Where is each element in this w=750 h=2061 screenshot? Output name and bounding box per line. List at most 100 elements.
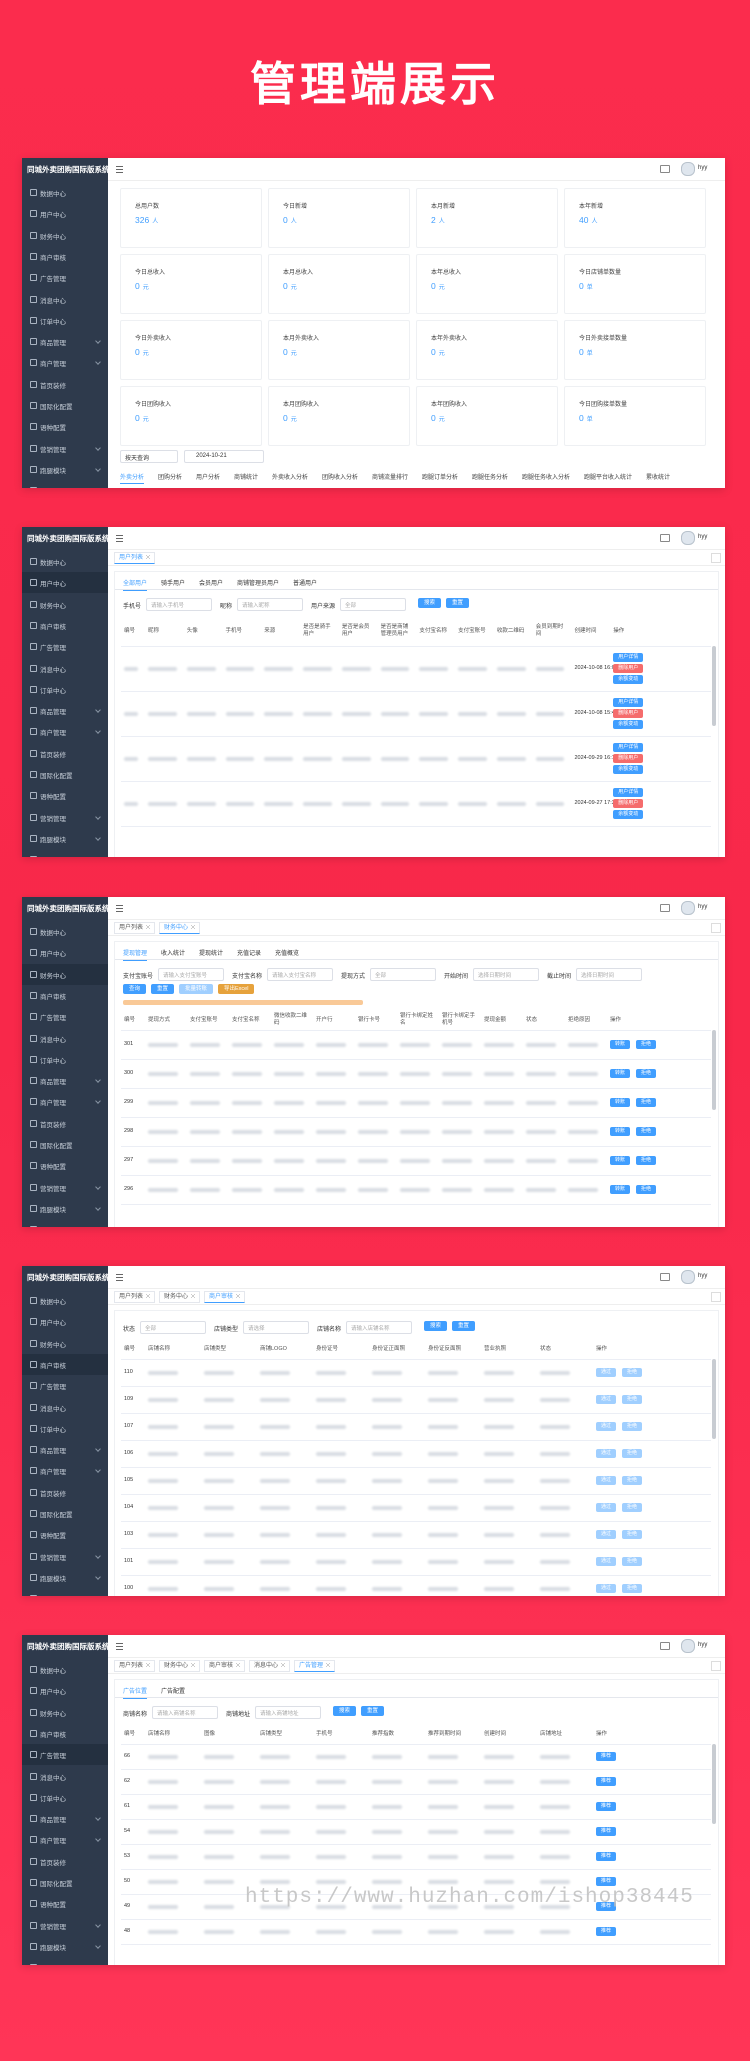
button[interactable]: 导出Excel: [218, 984, 255, 994]
sub-tab[interactable]: 提现统计: [199, 951, 224, 957]
analysis-tab[interactable]: 跑腿平台收入统计: [584, 475, 633, 481]
menu-item[interactable]: 商户审核: [22, 1353, 108, 1375]
analysis-tab[interactable]: 外卖收入分析: [272, 475, 309, 481]
tab-close[interactable]: [191, 1294, 196, 1298]
menu-item[interactable]: 营销管理: [22, 807, 108, 828]
menu-item[interactable]: 首页装修: [22, 374, 108, 395]
row-action-button[interactable]: 通过: [596, 1583, 617, 1593]
tab-close[interactable]: [146, 555, 151, 559]
row-action-button[interactable]: 删除用户: [613, 663, 644, 673]
menu-item[interactable]: 用户中心: [22, 572, 108, 594]
filter-input[interactable]: 选择日期时间: [576, 968, 642, 981]
row-action-button[interactable]: 推荐: [596, 1901, 617, 1911]
row-action-button[interactable]: 拒绝: [636, 1068, 657, 1078]
menu-item[interactable]: 商户审核: [22, 246, 108, 267]
menu-item[interactable]: 消息中心: [22, 1766, 108, 1787]
filter-input[interactable]: 请输入昵称: [237, 598, 303, 611]
menu-item[interactable]: 商户管理: [22, 1091, 108, 1112]
menu-item[interactable]: 商品管理: [22, 1439, 108, 1460]
sub-tab[interactable]: 骑手用户: [161, 581, 186, 587]
row-action-button[interactable]: 余额变动: [613, 674, 644, 684]
menu-item[interactable]: 国际化配置: [22, 1503, 108, 1524]
row-action-button[interactable]: 推荐: [596, 1926, 617, 1936]
message-icon[interactable]: [660, 1273, 670, 1281]
row-action-button[interactable]: 推荐: [596, 1851, 617, 1861]
menu-item[interactable]: 跑腿模块: [22, 828, 108, 849]
row-action-button[interactable]: 拒绝: [636, 1097, 657, 1107]
row-action-button[interactable]: 删除用户: [613, 708, 644, 718]
menu-item[interactable]: 消息中心: [22, 289, 108, 310]
tab-close[interactable]: [146, 1663, 151, 1667]
row-action-button[interactable]: 拒绝: [636, 1184, 657, 1194]
menu-item[interactable]: 商户审核: [22, 1723, 108, 1744]
row-action-button[interactable]: 推荐: [596, 1801, 617, 1811]
open-tab[interactable]: 商户审核: [204, 1291, 246, 1303]
button[interactable]: 重置: [151, 984, 175, 994]
button[interactable]: 搜索: [333, 1706, 357, 1716]
menu-item[interactable]: 消息中心: [22, 1028, 108, 1049]
row-action-button[interactable]: 拒绝: [636, 1039, 657, 1049]
open-tab[interactable]: 消息中心: [249, 1660, 291, 1672]
analysis-tab[interactable]: 累收统计: [646, 475, 671, 481]
button[interactable]: 搜索: [424, 1321, 448, 1331]
row-action-button[interactable]: 拒绝: [622, 1583, 643, 1593]
menu-item[interactable]: 首页装修: [22, 743, 108, 764]
menu-item[interactable]: 首页装修: [22, 1851, 108, 1872]
menu-item[interactable]: 跑腿模块: [22, 1198, 108, 1219]
row-action-button[interactable]: 拒绝: [636, 1126, 657, 1136]
menu-item[interactable]: 数据中心: [22, 1290, 108, 1311]
filter-input[interactable]: 全部: [340, 598, 406, 611]
menu-item[interactable]: 语种配置: [22, 416, 108, 437]
menu-item[interactable]: 订单中心: [22, 310, 108, 331]
row-action-button[interactable]: 转账: [610, 1155, 631, 1165]
menu-item[interactable]: 商品管理: [22, 1070, 108, 1091]
menu-item[interactable]: 用户中心: [22, 1680, 108, 1701]
open-tab[interactable]: 用户列表: [114, 1660, 156, 1672]
menu-item[interactable]: 营销管理: [22, 1915, 108, 1936]
button[interactable]: 搜索: [418, 598, 442, 608]
menu-item[interactable]: 订单中心: [22, 679, 108, 700]
menu-item[interactable]: 数据中心: [22, 1659, 108, 1680]
row-action-button[interactable]: 转账: [610, 1097, 631, 1107]
menu-item[interactable]: 订单中心: [22, 1787, 108, 1808]
tab-close[interactable]: [191, 1663, 196, 1667]
menu-item[interactable]: 订单中心: [22, 1418, 108, 1439]
mode-select[interactable]: 按天查询: [120, 450, 178, 463]
avatar[interactable]: [681, 901, 695, 915]
row-action-button[interactable]: 余额变动: [613, 764, 644, 774]
menu-item[interactable]: 数据中心: [22, 921, 108, 942]
filter-input[interactable]: 请输入商铺名称: [152, 1706, 218, 1719]
menu-item[interactable]: 用户中心: [22, 942, 108, 963]
tab-close[interactable]: [146, 925, 151, 929]
row-action-button[interactable]: 通过: [596, 1502, 617, 1512]
menu-item[interactable]: 商品管理: [22, 331, 108, 352]
menu-item[interactable]: 营销管理: [22, 1546, 108, 1567]
row-action-button[interactable]: 通过: [596, 1556, 617, 1566]
menu-item[interactable]: 语种配置: [22, 1155, 108, 1176]
menu-item[interactable]: 财务中心: [22, 1702, 108, 1723]
menu-item[interactable]: 安全中心: [22, 1588, 108, 1596]
tab-close[interactable]: [191, 925, 196, 929]
row-action-button[interactable]: 转账: [610, 1039, 631, 1049]
row-action-button[interactable]: 转账: [610, 1126, 631, 1136]
open-tab[interactable]: 用户列表: [114, 922, 156, 934]
analysis-tab[interactable]: 外卖分析: [120, 472, 145, 484]
menu-item[interactable]: 财务中心: [22, 225, 108, 246]
filter-input[interactable]: 请输入手机号: [146, 598, 212, 611]
analysis-tab[interactable]: 跑腿任务收入分析: [522, 475, 571, 481]
row-action-button[interactable]: 推荐: [596, 1826, 617, 1836]
sub-tab[interactable]: 充值概览: [275, 951, 300, 957]
open-tab[interactable]: 财务中心: [159, 1660, 201, 1672]
filter-input[interactable]: 请输入支付宝名称: [267, 968, 333, 981]
menu-item[interactable]: 国际化配置: [22, 1872, 108, 1893]
menu-item[interactable]: 商户审核: [22, 615, 108, 636]
row-action-button[interactable]: 拒绝: [622, 1448, 643, 1458]
analysis-tab[interactable]: 跑腿订单分析: [422, 475, 459, 481]
open-tab[interactable]: 用户列表: [114, 552, 156, 564]
sub-tab[interactable]: 商铺管理员用户: [237, 581, 280, 587]
menu-item[interactable]: 商户管理: [22, 1460, 108, 1481]
menu-item[interactable]: 广告管理: [22, 1744, 108, 1766]
sub-tab[interactable]: 充值记录: [237, 951, 262, 957]
menu-item[interactable]: 财务中心: [22, 594, 108, 615]
row-action-button[interactable]: 转账: [610, 1184, 631, 1194]
